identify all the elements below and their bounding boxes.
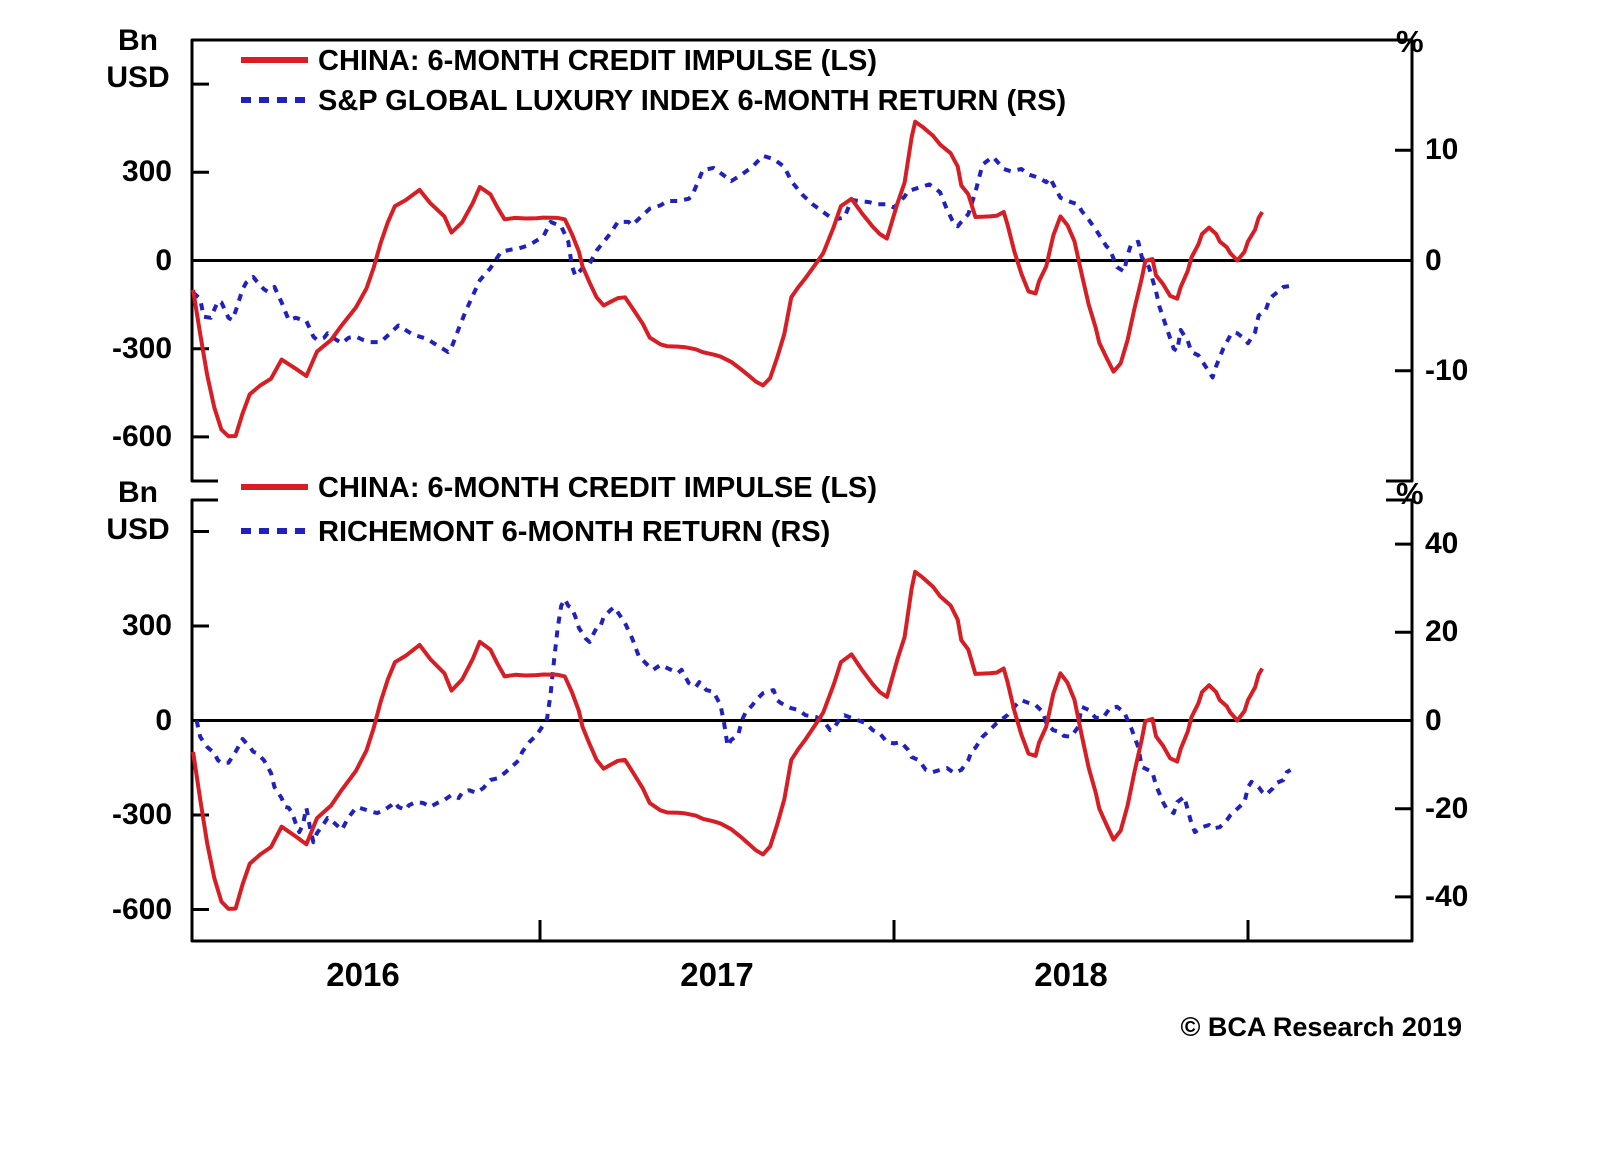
left-axis-tick-label-bottom: -300	[111, 798, 172, 831]
copyright-text: © BCA Research 2019	[1180, 1012, 1462, 1042]
bottom-left-axis-unit: Bn USD	[98, 474, 178, 548]
unit-bn: Bn	[118, 24, 158, 57]
left-axis-tick-label-bottom: 300	[121, 609, 172, 642]
blue-dashed-line-sample	[241, 97, 308, 103]
right-axis-tick-label-top: 0	[1425, 243, 1442, 277]
left-axis-tick-label-top: -600	[111, 419, 172, 453]
right-axis-tick-label-top: 10	[1425, 133, 1459, 167]
unit-bn: Bn	[118, 476, 158, 509]
left-axis-tick-label-top: -300	[111, 331, 172, 365]
left-axis-tick-label-bottom: -600	[111, 892, 172, 926]
x-year-label-2016: 2016	[326, 956, 400, 993]
blue-dashed-line-sample	[241, 528, 308, 534]
right-axis-tick-label-bottom: 20	[1425, 615, 1459, 649]
x-year-label-2017: 2017	[680, 956, 754, 993]
panel-frame-bottom	[190, 498, 1414, 943]
bottom-right-axis-unit: %	[1396, 476, 1424, 511]
unit-usd: USD	[106, 513, 170, 546]
top-right-axis-unit: %	[1396, 24, 1424, 59]
right-axis-tick-label-bottom: -40	[1425, 879, 1469, 913]
right-axis-tick-label-bottom: 0	[1425, 703, 1442, 737]
right-axis-tick-label-top: -10	[1425, 353, 1469, 387]
right-axis-tick-label-bottom: -20	[1425, 791, 1469, 825]
red-solid-line-sample	[241, 484, 308, 490]
richemont-line-bottom	[194, 597, 1292, 845]
red-solid-line-sample	[241, 57, 308, 63]
legend-label-sp-luxury: S&P GLOBAL LUXURY INDEX 6-MONTH RETURN (…	[318, 85, 1067, 117]
top-left-axis-unit: Bn USD	[98, 22, 178, 96]
legend-label-richemont: RICHEMONT 6-MONTH RETURN (RS)	[318, 516, 831, 548]
right-axis-tick-label-bottom: 40	[1425, 527, 1459, 561]
left-axis-tick-label-bottom: 0	[155, 703, 172, 737]
legend-label-credit-impulse: CHINA: 6-MONTH CREDIT IMPULSE (LS)	[318, 472, 878, 504]
china_credit_impulse-line-bottom	[191, 569, 1264, 911]
legend-label-credit-impulse: CHINA: 6-MONTH CREDIT IMPULSE (LS)	[318, 45, 878, 77]
unit-usd: USD	[106, 61, 170, 94]
x-year-label-2018: 2018	[1034, 956, 1108, 993]
left-axis-tick-label-top: 0	[155, 243, 172, 277]
left-axis-tick-label-top: 300	[121, 155, 172, 189]
china_credit_impulse-line-top	[191, 119, 1264, 439]
panel-frame-top	[190, 38, 1414, 483]
